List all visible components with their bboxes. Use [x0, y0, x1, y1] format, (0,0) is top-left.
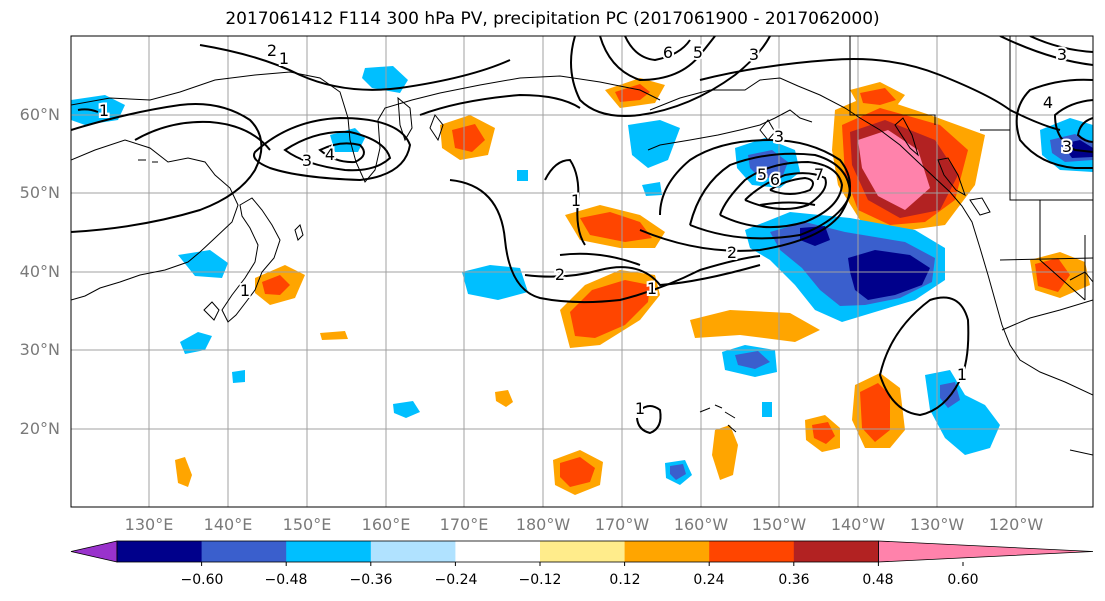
contour-labels: 1 2 1 3 4 1 2 1 1 6 5 3 3 5 6 7 2 1 1 3 … [97, 39, 1074, 420]
graticule [71, 36, 1093, 507]
contour-label: 5 [757, 165, 767, 184]
colorbar-outline [116, 540, 879, 563]
lon-label: 130°E [124, 515, 174, 534]
colorbar-tick-label: −0.12 [518, 572, 562, 588]
contour-label: 6 [770, 170, 780, 189]
map-title: 2017061412 F114 300 hPa PV, precipitatio… [225, 9, 880, 29]
lon-label: 170°W [594, 515, 650, 534]
contour-label: 4 [325, 145, 335, 164]
coastlines [71, 36, 1093, 456]
lon-label: 170°E [439, 515, 489, 534]
contour-label: 7 [814, 165, 824, 184]
contour-label: 1 [635, 399, 645, 418]
lon-label: 180°W [515, 515, 571, 534]
lat-label: 50°N [19, 183, 60, 202]
colorbar-tick-label: −0.36 [349, 572, 393, 588]
map-area: 1 2 1 3 4 1 2 1 1 6 5 3 3 5 6 7 2 1 1 3 … [71, 36, 1093, 507]
lon-label: 140°E [203, 515, 253, 534]
colorbar-extend-min [70, 540, 118, 563]
pv-contours [71, 36, 1093, 435]
colorbar-tick-label: 0.36 [778, 572, 810, 588]
colorbar-swatch [540, 541, 626, 562]
contour-label: 3 [1057, 45, 1067, 64]
colorbar-swatch [455, 541, 541, 562]
colorbar [70, 540, 1094, 566]
lat-label: 40°N [19, 262, 60, 281]
contour-label: 3 [302, 151, 312, 170]
lon-label: 160°W [673, 515, 729, 534]
colorbar-tick-label: 0.24 [693, 572, 725, 588]
lat-label: 20°N [19, 419, 60, 438]
contour-label: 2 [555, 265, 565, 284]
lon-label: 150°W [751, 515, 807, 534]
lon-label: 140°W [830, 515, 886, 534]
lon-label: 160°E [361, 515, 411, 534]
colorbar-tick-label: −0.24 [434, 572, 478, 588]
lon-label: 150°E [282, 515, 332, 534]
colorbar-tick-label: 0.48 [862, 572, 894, 588]
colorbar-swatch [201, 541, 287, 562]
colorbar-swatch [286, 541, 372, 562]
colorbar-swatch [709, 541, 795, 562]
lat-label: 60°N [19, 105, 60, 124]
contour-label: 6 [663, 43, 673, 62]
contour-label: 1 [279, 49, 289, 68]
colorbar-swatch [117, 541, 203, 562]
lon-label: 120°W [988, 515, 1044, 534]
precip-positive-anomalies [175, 78, 1090, 495]
colorbar-swatch [370, 541, 456, 562]
colorbar-swatch [624, 541, 710, 562]
colorbar-tick-label: −0.48 [264, 572, 308, 588]
colorbar-extend-max [878, 540, 1094, 563]
colorbar-tick-label: 0.12 [609, 572, 641, 588]
colorbar-tick-label: −0.60 [180, 572, 224, 588]
lon-label: 130°W [909, 515, 965, 534]
contour-label: 1 [240, 281, 250, 300]
colorbar-swatch [793, 541, 879, 562]
lat-label: 30°N [19, 340, 60, 359]
colorbar-tick-label: 0.60 [947, 572, 979, 588]
contour-label: 4 [1043, 93, 1053, 112]
contour-label: 1 [571, 191, 581, 210]
map-frame [70, 35, 1094, 508]
contour-label: 1 [647, 279, 657, 298]
contour-label: 3 [749, 45, 759, 64]
contour-label: 2 [267, 41, 277, 60]
contour-label: 1 [99, 101, 109, 120]
contour-label: 5 [693, 43, 703, 62]
contour-label: 2 [727, 243, 737, 262]
contour-label: 3 [774, 127, 784, 146]
contour-label: 1 [957, 365, 967, 384]
contour-label: 3 [1062, 137, 1072, 156]
